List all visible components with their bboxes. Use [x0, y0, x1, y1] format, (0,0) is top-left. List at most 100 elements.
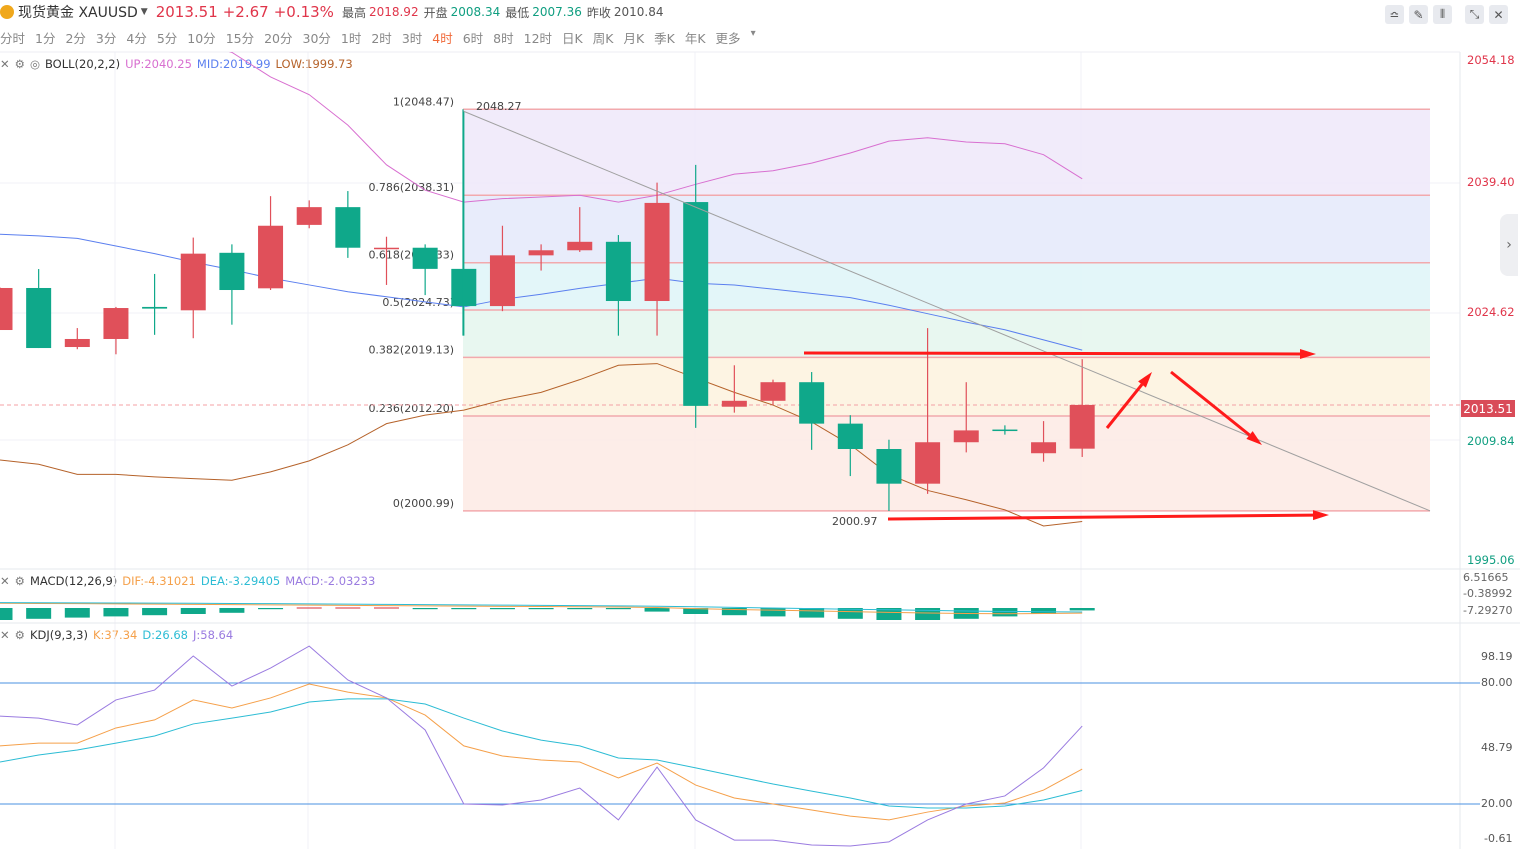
macd-hist-bar	[1069, 608, 1095, 611]
candle-body	[296, 207, 322, 225]
tab-timeframe[interactable]: 6时	[462, 31, 484, 46]
boll-low-line	[0, 363, 1083, 527]
tab-timeframe[interactable]: 年K	[684, 31, 706, 46]
low-value: 2007.36	[532, 5, 582, 19]
price-axis-label: 2024.62	[1467, 305, 1515, 319]
kdj-axis-label: 98.19	[1481, 650, 1513, 663]
kdj-axis-label: 20.00	[1481, 797, 1513, 810]
candle-body	[683, 202, 709, 406]
last-price: 2013.51	[155, 3, 218, 21]
chevron-right-icon[interactable]: ›	[1500, 214, 1518, 276]
settings-icon[interactable]: ⚙	[14, 57, 25, 71]
tab-timeframe[interactable]: 2分	[65, 31, 86, 46]
high-label: 最高	[341, 5, 366, 20]
boll-name: BOLL(20,2,2)	[45, 57, 121, 71]
quote-header: 现货黄金 XAUUSD ▼ 2013.51 +2.67 +0.13% 最高 20…	[0, 2, 669, 22]
macd-hist-bar	[26, 608, 52, 619]
low-label: 最低	[505, 5, 530, 20]
current-price-badge: 2013.51	[1461, 400, 1515, 417]
fib-level-label: 1(2048.47)	[393, 95, 454, 108]
macd-hist-bar	[451, 608, 477, 610]
prev-close-label: 昨收	[586, 5, 611, 20]
visibility-icon[interactable]: ◎	[29, 57, 40, 71]
candle-body	[760, 382, 786, 401]
candle-body	[26, 287, 52, 349]
macd-hist-bar	[721, 608, 747, 616]
candle-body	[258, 225, 284, 289]
close-icon[interactable]: ✕	[1489, 5, 1508, 24]
macd-hist-bar	[915, 608, 941, 620]
tab-timeframe[interactable]: 分时	[0, 31, 26, 46]
prev-close-value: 2010.84	[613, 5, 664, 19]
fib-level-label: 0.236(2012.20)	[368, 402, 454, 415]
tab-timeframe[interactable]: 4时	[432, 31, 453, 46]
tab-timeframe[interactable]: 30分	[302, 31, 331, 46]
settings-icon[interactable]: ⚙	[14, 628, 25, 642]
boll-legend: ✕ ⚙ ◎ BOLL(20,2,2) UP:2040.25 MID:2019.9…	[0, 57, 358, 71]
macd-hist-bar	[799, 608, 825, 618]
tab-timeframe[interactable]: 月K	[623, 31, 645, 46]
fib-band	[463, 109, 1430, 196]
macd-hist-bar	[605, 608, 631, 610]
chevron-down-icon[interactable]: ▾	[750, 28, 756, 39]
tab-timeframe[interactable]: 3时	[401, 31, 423, 46]
high-marker: 2048.27	[476, 100, 522, 113]
draw-pencil-icon[interactable]: ✎	[1409, 5, 1428, 24]
boll-up-line	[228, 52, 1083, 203]
remove-icon[interactable]: ✕	[0, 574, 10, 588]
tab-timeframe[interactable]: 周K	[592, 31, 614, 46]
tab-timeframe[interactable]: 季K	[654, 31, 675, 46]
price-change: +2.67	[222, 3, 269, 21]
tab-timeframe[interactable]: 20分	[264, 31, 293, 46]
macd-axis-label: 6.51665	[1463, 571, 1509, 584]
candlestick-type-icon[interactable]: ⫴	[1433, 5, 1452, 24]
tab-timeframe[interactable]: 5分	[156, 31, 178, 46]
symbol-selector[interactable]: 现货黄金 XAUUSD	[18, 5, 138, 21]
kdj-k-line	[0, 683, 1083, 821]
boll-mid-line	[0, 233, 1083, 351]
kdj-j: J:58.64	[192, 628, 234, 642]
tab-timeframe[interactable]: 3分	[95, 31, 117, 46]
candle-body	[1031, 442, 1057, 454]
candle-body	[103, 308, 129, 339]
candle-body	[335, 207, 361, 248]
tab-timeframe[interactable]: 2时	[371, 31, 392, 46]
trend-line	[462, 110, 1431, 512]
remove-icon[interactable]: ✕	[0, 628, 10, 642]
tab-timeframe[interactable]: 15分	[225, 31, 255, 46]
fib-level-label: 0.618(2030.33)	[368, 249, 454, 262]
candle-body	[915, 442, 941, 484]
kdj-name: KDJ(9,3,3)	[29, 628, 88, 642]
open-label: 开盘	[423, 5, 448, 20]
shrink-icon[interactable]: ⤡	[1465, 5, 1484, 24]
tab-timeframe[interactable]: 1分	[35, 31, 56, 46]
fib-level-label: 0.786(2038.31)	[368, 181, 454, 194]
boll-mid: MID:2019.99	[196, 57, 271, 71]
settings-icon[interactable]: ⚙	[14, 574, 25, 588]
tab-timeframe[interactable]: 12时	[523, 31, 553, 46]
arrow-head-icon	[1312, 510, 1329, 521]
remove-icon[interactable]: ✕	[0, 57, 10, 71]
tab-timeframe[interactable]: 1时	[340, 31, 362, 46]
tab-timeframe[interactable]: 更多	[715, 31, 741, 46]
open-value: 2008.34	[450, 5, 501, 19]
macd-hist-bar	[142, 608, 168, 616]
macd-hist-bar	[489, 608, 515, 610]
tab-timeframe[interactable]: 8时	[493, 31, 514, 46]
annotation-arrow	[887, 513, 1314, 521]
boll-low: LOW:1999.73	[275, 57, 353, 71]
kdj-axis-label: 48.79	[1481, 741, 1513, 754]
kdj-d: D:26.68	[142, 628, 188, 642]
tab-timeframe[interactable]: 10分	[187, 31, 216, 46]
macd-hist-bar	[683, 608, 709, 614]
kdj-d-line	[0, 698, 1083, 809]
indicator-icon[interactable]: ≏	[1385, 5, 1404, 24]
low-marker: 2000.97	[832, 515, 878, 528]
macd-axis-label: -0.38992	[1463, 587, 1513, 600]
chevron-down-icon[interactable]: ▼	[140, 7, 148, 17]
tab-timeframe[interactable]: 4分	[126, 31, 147, 46]
macd-hist-bar	[837, 608, 863, 619]
macd-hist-bar	[992, 608, 1018, 617]
tab-timeframe[interactable]: 日K	[562, 31, 583, 46]
